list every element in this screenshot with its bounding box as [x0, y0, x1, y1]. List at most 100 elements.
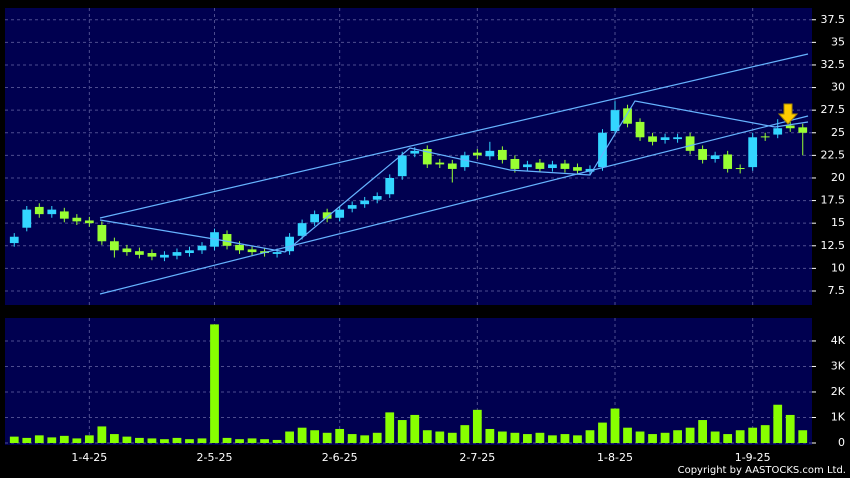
- volume-bar: [510, 432, 520, 443]
- upper-channel: [99, 53, 809, 219]
- volume-bar: [97, 426, 107, 443]
- candle-body: [523, 164, 532, 168]
- x-tick-label: 2-5-25: [197, 451, 233, 464]
- volume-bar: [485, 428, 495, 443]
- volume-bar: [397, 420, 407, 443]
- candle-body: [685, 136, 695, 151]
- volume-bar: [760, 425, 770, 443]
- volume-panel: [5, 318, 812, 445]
- candle-body: [723, 154, 733, 169]
- candle-body: [59, 211, 69, 219]
- volume-bar: [347, 434, 357, 443]
- candle-body: [623, 108, 632, 124]
- volume-bar: [34, 435, 44, 443]
- y-tick-label: 12.5: [821, 239, 846, 252]
- volume-bar: [385, 412, 395, 443]
- candle-body: [673, 137, 682, 140]
- candle-body: [748, 137, 758, 168]
- y-tick-label: 30: [831, 81, 845, 94]
- volume-bar: [22, 437, 32, 443]
- candle-body: [72, 217, 82, 222]
- volume-bar: [648, 434, 657, 443]
- candle-body: [372, 196, 382, 200]
- candle-body: [598, 132, 607, 168]
- volume-bar: [723, 434, 733, 443]
- candle-body: [472, 152, 482, 156]
- candle-body: [197, 245, 207, 251]
- candle-body: [573, 167, 582, 171]
- candle-body: [548, 164, 557, 169]
- volume-bar: [247, 438, 257, 443]
- candle-body: [760, 136, 770, 138]
- volume-bar: [623, 427, 632, 443]
- candle-body: [285, 236, 294, 252]
- candle-body: [160, 254, 169, 258]
- volume-bar: [447, 432, 457, 443]
- candle-body: [147, 253, 157, 257]
- candle-body: [422, 149, 432, 165]
- candle-body: [660, 137, 670, 140]
- copyright: Copyright by AASTOCKS.com Ltd.: [678, 465, 846, 476]
- candle-body: [297, 223, 307, 236]
- volume-bar: [548, 435, 557, 443]
- candle-body: [335, 209, 345, 218]
- candle-body: [460, 155, 470, 168]
- volume-bar: [272, 439, 282, 443]
- volume-bar: [660, 432, 670, 443]
- candle-body: [560, 163, 570, 169]
- y-tick-label: 1K: [831, 410, 846, 423]
- candle-body: [272, 252, 282, 254]
- y-tick-label: 0: [838, 436, 845, 449]
- x-tick-label: 1-4-25: [71, 451, 107, 464]
- volume-bar: [748, 427, 758, 443]
- candle-body: [172, 252, 182, 256]
- zigzag: [99, 100, 809, 253]
- volume-bar: [185, 439, 194, 443]
- volume-bar: [360, 435, 370, 443]
- grid: [5, 8, 816, 444]
- volume-bar: [235, 439, 244, 443]
- y-tick-label: 25: [831, 126, 845, 139]
- candle-body: [785, 125, 795, 129]
- y-tick-label: 37.5: [821, 13, 846, 26]
- volume-bar: [523, 434, 532, 443]
- candle-body: [497, 149, 507, 160]
- volume-bar: [210, 324, 219, 443]
- y-tick-label: 22.5: [821, 148, 846, 161]
- volume-bar: [260, 439, 269, 443]
- candle-body: [47, 209, 57, 215]
- candle-body: [698, 149, 707, 160]
- y-tick-label: 15: [831, 216, 845, 229]
- candle-body: [635, 121, 645, 138]
- candle-body: [22, 209, 32, 228]
- candle-body: [435, 162, 445, 165]
- candle-body: [9, 236, 19, 244]
- volume-bar: [310, 430, 320, 443]
- y-tick-label: 4K: [831, 334, 846, 347]
- candle-body: [122, 248, 132, 253]
- volume-bar: [673, 430, 682, 443]
- volume-bar: [635, 431, 645, 443]
- candle-body: [773, 128, 783, 135]
- candle-body: [84, 220, 94, 224]
- candle-body: [310, 214, 320, 223]
- candle-body: [510, 158, 520, 169]
- candle-body: [97, 224, 107, 242]
- x-tick-label: 2-6-25: [322, 451, 358, 464]
- volume-bar: [497, 431, 507, 443]
- candle-body: [235, 244, 244, 251]
- candle-body: [34, 206, 44, 215]
- candle-body: [185, 250, 194, 254]
- volume-bar: [322, 432, 332, 443]
- volume-bar: [435, 431, 445, 443]
- volume-bar: [610, 408, 620, 443]
- volume-bar: [9, 436, 19, 443]
- candle-body: [247, 249, 257, 253]
- candle-body: [710, 155, 720, 159]
- candle-body: [135, 251, 144, 255]
- volume-bar: [798, 430, 808, 443]
- volume-bar: [285, 431, 294, 443]
- candle-body: [485, 150, 495, 157]
- volume-bar: [197, 438, 207, 443]
- volume-bar: [297, 427, 307, 443]
